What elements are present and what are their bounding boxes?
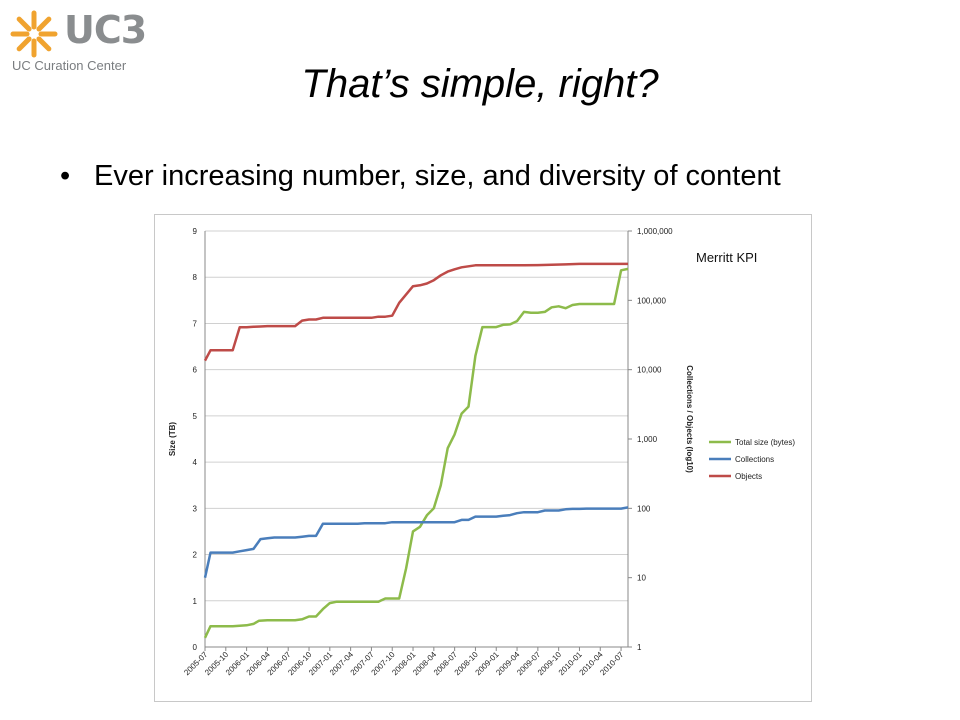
y2-tick-label: 1 bbox=[637, 643, 642, 652]
chart-frame: 0 1 2 3 4 5 6 7 8 9 1 10 100 1,000 10,000 100,000 1,000,… bbox=[154, 214, 812, 702]
y2-tick-label: 100 bbox=[637, 504, 651, 513]
logo-subtitle: UC Curation Center bbox=[12, 58, 127, 73]
y-tick-label: 4 bbox=[193, 458, 198, 467]
sunburst-ray bbox=[16, 16, 32, 32]
y2-axis-title: Collections / Objects (log10) bbox=[685, 365, 694, 473]
sunburst-ray bbox=[16, 36, 32, 52]
bullet-item: • Ever increasing number, size, and diver… bbox=[60, 160, 781, 193]
sunburst-ray bbox=[36, 36, 52, 52]
chart-annotation: Merritt KPI bbox=[696, 250, 757, 265]
y2-tick-label: 100,000 bbox=[637, 296, 666, 305]
y2-tick-label: 10,000 bbox=[637, 366, 662, 375]
sunburst-ray bbox=[36, 16, 52, 32]
y2-tick-label: 10 bbox=[637, 574, 646, 583]
legend-label: Collections bbox=[735, 455, 774, 464]
series-line-collections bbox=[203, 506, 629, 578]
series-line-objects bbox=[203, 262, 628, 362]
y-axis-title: Size (TB) bbox=[168, 422, 177, 457]
y2-tick-label: 1,000 bbox=[637, 435, 658, 444]
y-tick-label: 6 bbox=[193, 366, 198, 375]
x-tick-label: 2010-07 bbox=[598, 650, 626, 678]
uc3-logo: UC3 UC Curation Center bbox=[10, 8, 150, 74]
y-tick-label: 0 bbox=[193, 643, 198, 652]
y-tick-label: 7 bbox=[193, 319, 198, 328]
bullet-text: Ever increasing number, size, and divers… bbox=[94, 160, 781, 192]
legend-label: Objects bbox=[735, 472, 762, 481]
y2-tick-label: 1,000,000 bbox=[637, 227, 673, 236]
legend-label: Total size (bytes) bbox=[735, 438, 795, 447]
y-tick-label: 9 bbox=[193, 227, 198, 236]
y-tick-label: 1 bbox=[193, 597, 198, 606]
slide-title: That’s simple, right? bbox=[301, 62, 659, 106]
logo-wordmark: UC3 bbox=[64, 8, 147, 52]
y-tick-label: 3 bbox=[193, 504, 198, 513]
bullet-dot-icon: • bbox=[60, 160, 71, 192]
y-tick-label: 5 bbox=[193, 412, 198, 421]
merritt-kpi-chart: 0 1 2 3 4 5 6 7 8 9 1 10 100 1,000 10,000 100,000 1,000,… bbox=[168, 227, 795, 678]
y-tick-label: 2 bbox=[193, 551, 198, 560]
y-tick-label: 8 bbox=[193, 273, 198, 282]
series-line-total-size-bytes bbox=[203, 267, 629, 639]
sunburst-icon bbox=[10, 10, 58, 58]
